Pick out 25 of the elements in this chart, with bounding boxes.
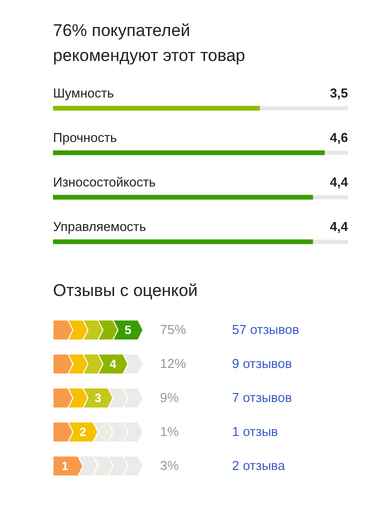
data-label: 4,4 [330, 174, 349, 190]
data-label: 3,5 [330, 85, 348, 100]
data-label: 12% [160, 356, 186, 371]
data-label: 1% [160, 424, 179, 439]
text: 9 отзывов [232, 356, 292, 371]
text: 2 отзыва [232, 458, 286, 473]
chart-title: 76% покупателей рекомендуют этот товар [53, 20, 246, 67]
category-label: 4 [108, 357, 118, 371]
category-label: Износостойкость [53, 174, 156, 190]
category-label: 2 [78, 425, 88, 439]
category-label: 5 [124, 323, 132, 337]
data-label: 75% [160, 322, 186, 337]
category-label: Прочность [53, 130, 117, 145]
category-label: 3 [94, 391, 102, 405]
category-label: Шумность [53, 85, 114, 100]
text: Отзывы с оценкой [53, 280, 198, 302]
category-label: Управляемость [53, 218, 146, 234]
text: 7 отзывов [232, 390, 292, 405]
text: 57 отзывов [232, 322, 300, 337]
data-label: 9% [160, 390, 179, 405]
data-label: 4,4 [330, 218, 349, 234]
category-label: 1 [60, 459, 70, 473]
data-label: 4,6 [330, 130, 348, 145]
data-label: 3% [160, 458, 179, 473]
text: 1 отзыв [232, 424, 278, 439]
